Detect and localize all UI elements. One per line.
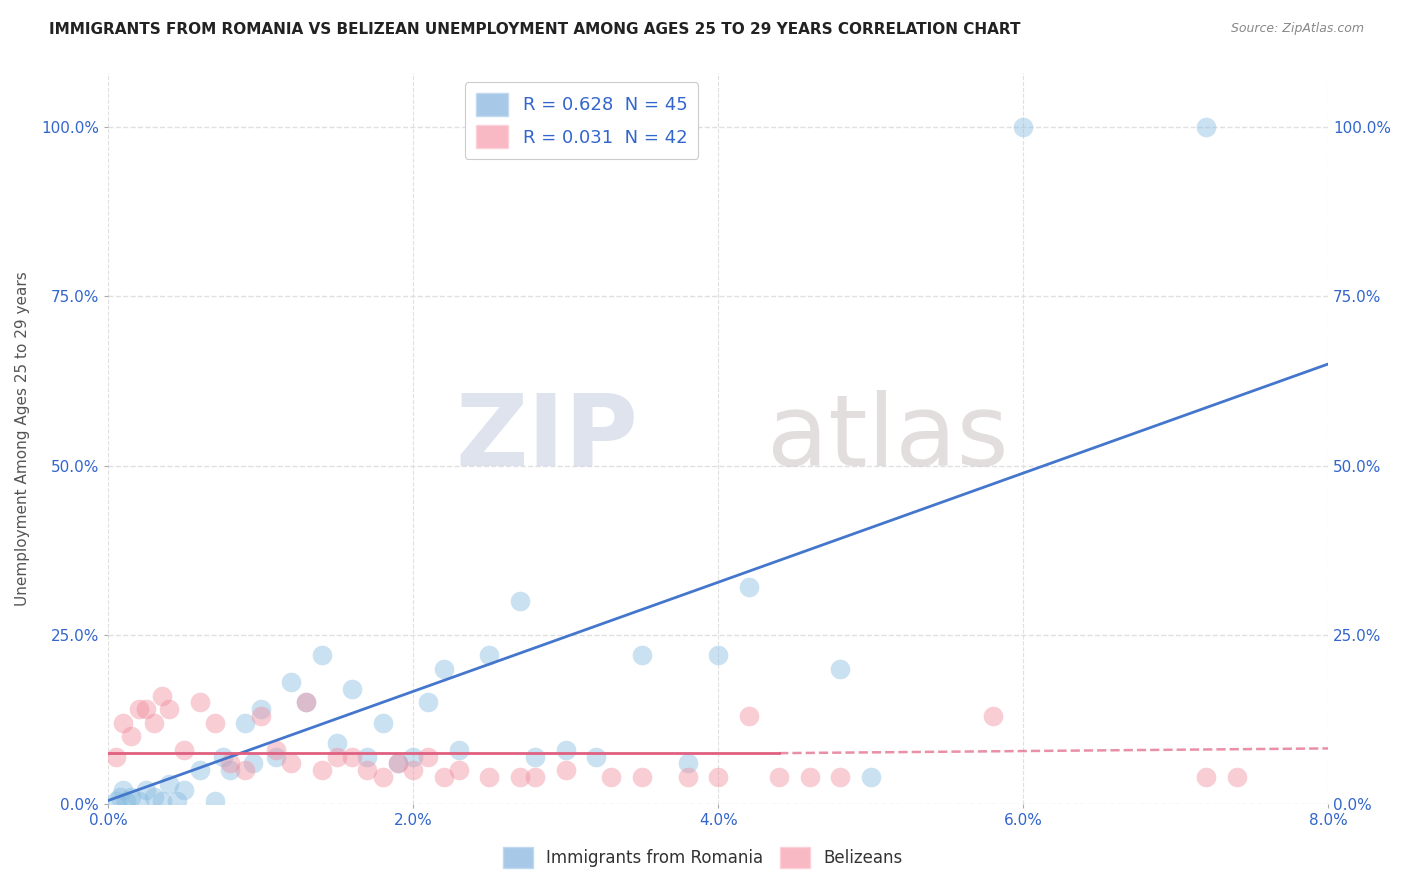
- Point: [585, 749, 607, 764]
- Point: [631, 770, 654, 784]
- Point: [104, 749, 127, 764]
- Point: [554, 743, 576, 757]
- Point: [326, 736, 349, 750]
- Point: [447, 743, 470, 757]
- Point: [387, 756, 409, 771]
- Y-axis label: Unemployment Among Ages 25 to 29 years: Unemployment Among Ages 25 to 29 years: [15, 271, 30, 606]
- Point: [235, 763, 257, 777]
- Point: [128, 793, 150, 807]
- Point: [418, 749, 440, 764]
- Point: [676, 756, 699, 771]
- Point: [173, 743, 195, 757]
- Point: [631, 648, 654, 662]
- Point: [188, 695, 211, 709]
- Point: [280, 756, 302, 771]
- Point: [150, 793, 173, 807]
- Point: [264, 749, 287, 764]
- Point: [142, 715, 165, 730]
- Point: [173, 783, 195, 797]
- Point: [707, 770, 730, 784]
- Point: [859, 770, 882, 784]
- Point: [418, 695, 440, 709]
- Point: [157, 776, 180, 790]
- Point: [311, 763, 333, 777]
- Point: [166, 793, 188, 807]
- Point: [600, 770, 623, 784]
- Text: IMMIGRANTS FROM ROMANIA VS BELIZEAN UNEMPLOYMENT AMONG AGES 25 TO 29 YEARS CORRE: IMMIGRANTS FROM ROMANIA VS BELIZEAN UNEM…: [49, 22, 1021, 37]
- Text: ZIP: ZIP: [456, 390, 638, 487]
- Point: [128, 702, 150, 716]
- Point: [204, 715, 226, 730]
- Point: [402, 749, 425, 764]
- Legend: R = 0.628  N = 45, R = 0.031  N = 42: R = 0.628 N = 45, R = 0.031 N = 42: [465, 82, 699, 159]
- Point: [135, 702, 157, 716]
- Point: [356, 749, 378, 764]
- Point: [295, 695, 318, 709]
- Point: [264, 743, 287, 757]
- Point: [1012, 120, 1035, 135]
- Point: [112, 783, 135, 797]
- Legend: Immigrants from Romania, Belizeans: Immigrants from Romania, Belizeans: [496, 840, 910, 875]
- Point: [110, 790, 132, 805]
- Point: [356, 763, 378, 777]
- Point: [150, 689, 173, 703]
- Point: [204, 793, 226, 807]
- Point: [249, 709, 271, 723]
- Point: [1226, 770, 1249, 784]
- Point: [135, 783, 157, 797]
- Point: [1195, 120, 1218, 135]
- Point: [104, 793, 127, 807]
- Point: [737, 580, 759, 594]
- Point: [120, 790, 142, 805]
- Point: [509, 770, 531, 784]
- Point: [371, 770, 394, 784]
- Point: [326, 749, 349, 764]
- Point: [371, 715, 394, 730]
- Point: [524, 770, 547, 784]
- Point: [676, 770, 699, 784]
- Point: [249, 702, 271, 716]
- Point: [433, 770, 456, 784]
- Point: [340, 749, 363, 764]
- Point: [188, 763, 211, 777]
- Point: [768, 770, 790, 784]
- Point: [280, 675, 302, 690]
- Point: [707, 648, 730, 662]
- Point: [295, 695, 318, 709]
- Point: [737, 709, 759, 723]
- Point: [402, 763, 425, 777]
- Text: atlas: atlas: [766, 390, 1008, 487]
- Point: [509, 594, 531, 608]
- Point: [157, 702, 180, 716]
- Point: [830, 770, 852, 784]
- Point: [478, 770, 501, 784]
- Point: [524, 749, 547, 764]
- Point: [242, 756, 264, 771]
- Point: [311, 648, 333, 662]
- Text: Source: ZipAtlas.com: Source: ZipAtlas.com: [1230, 22, 1364, 36]
- Point: [219, 763, 242, 777]
- Point: [211, 749, 233, 764]
- Point: [554, 763, 576, 777]
- Point: [981, 709, 1004, 723]
- Point: [433, 662, 456, 676]
- Point: [340, 681, 363, 696]
- Point: [142, 790, 165, 805]
- Point: [120, 729, 142, 743]
- Point: [1195, 770, 1218, 784]
- Point: [112, 715, 135, 730]
- Point: [799, 770, 821, 784]
- Point: [219, 756, 242, 771]
- Point: [830, 662, 852, 676]
- Point: [447, 763, 470, 777]
- Point: [235, 715, 257, 730]
- Point: [115, 793, 138, 807]
- Point: [387, 756, 409, 771]
- Point: [478, 648, 501, 662]
